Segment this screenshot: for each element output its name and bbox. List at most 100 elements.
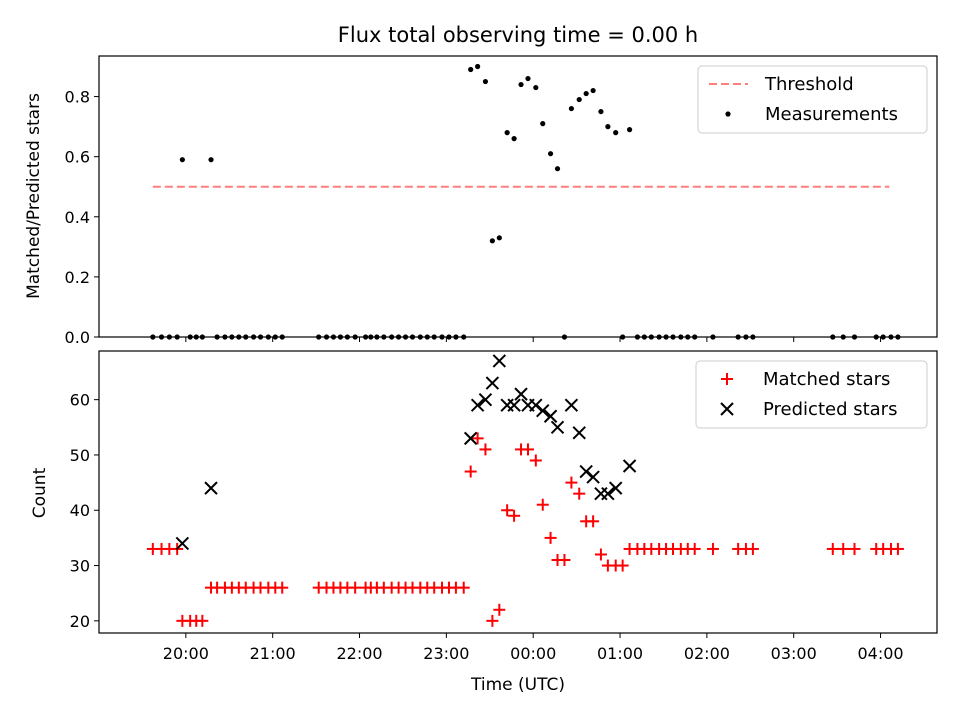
x-tick-label: 03:00: [771, 644, 817, 663]
bottom-y-tick-label: 20: [70, 612, 90, 631]
matched-star-point: [349, 581, 362, 594]
top-axis-ticks: 0.0 0.2 0.4 0.6 0.8: [65, 88, 882, 347]
measurements-legend-swatch: [725, 111, 731, 117]
x-tick-label: 20:00: [163, 644, 209, 663]
x-tick-label: 01:00: [597, 644, 643, 663]
measurement-point: [496, 235, 502, 241]
top-legend: Threshold Measurements: [697, 65, 928, 134]
matched-star-point: [565, 476, 578, 489]
bottom-chart: 20 30 40 50 60 20:00 21:00 22:00 23:00 00:00 01:00…: [30, 350, 938, 695]
matched-star-point: [587, 515, 600, 528]
predicted-star-point: [463, 431, 478, 446]
matched-star-point: [848, 542, 861, 555]
bottom-y-axis-label: Count: [30, 467, 50, 518]
predicted-star-point: [175, 536, 190, 551]
matched-star-point: [688, 542, 701, 555]
top-y-tick-label: 0.6: [65, 148, 90, 167]
top-chart-title: Flux total observing time = 0.00 h: [338, 23, 698, 47]
predicted-star-point: [492, 354, 507, 368]
matched-star-point: [276, 581, 289, 594]
matched-stars-legend-swatch: [721, 373, 733, 385]
predicted-star-point: [507, 398, 521, 412]
x-tick-label: 22:00: [336, 644, 382, 663]
measurement-point: [605, 124, 611, 130]
x-axis-label: Time (UTC): [470, 675, 565, 695]
bottom-legend: Matched stars Predicted stars: [695, 360, 928, 429]
bottom-y-tick-label: 40: [70, 501, 90, 520]
measurement-point: [583, 90, 589, 97]
measurement-point: [511, 136, 517, 142]
bottom-axis-ticks: 20 30 40 50 60 20:00 21:00 22:00 23:00 00:00 01:00…: [70, 391, 904, 663]
measurement-point: [475, 63, 481, 70]
measurement-point: [468, 66, 474, 73]
bottom-y-tick-label: 30: [70, 557, 90, 576]
measurement-point: [568, 105, 575, 112]
matched-star-point: [536, 498, 549, 511]
matched-star-point: [891, 542, 904, 555]
measurement-point: [482, 78, 489, 85]
top-plot-frame: [98, 55, 938, 338]
measurement-point: [504, 130, 510, 136]
predicted-star-point: [536, 404, 550, 418]
top-legend-box: [697, 65, 928, 134]
predicted-stars-legend-label: Predicted stars: [763, 399, 897, 420]
matched-star-point: [479, 443, 492, 456]
measurement-point: [554, 166, 561, 172]
measurement-point: [540, 121, 546, 127]
matched-star-point: [558, 554, 571, 567]
matched-star-point: [826, 542, 839, 555]
matched-stars-legend-label: Matched stars: [763, 369, 890, 390]
matched-star-point: [464, 465, 477, 478]
measurement-point: [179, 157, 185, 163]
measurement-point: [598, 108, 604, 115]
matched-star-point: [508, 509, 521, 522]
predicted-star-point: [543, 409, 558, 423]
matched-star-point: [837, 542, 850, 555]
top-y-axis-label: Matched/Predicted stars: [24, 93, 44, 299]
predicted-star-point: [586, 470, 600, 484]
top-y-tick-label: 0.2: [65, 268, 90, 287]
threshold-legend-label: Threshold: [764, 74, 854, 95]
measurement-point: [525, 75, 531, 82]
bottom-y-tick-label: 60: [70, 391, 90, 410]
predicted-star-point: [514, 387, 528, 401]
predicted-star-point: [470, 398, 485, 412]
measurement-point: [533, 84, 539, 91]
matched-star-point: [706, 542, 719, 555]
matched-star-point: [746, 542, 759, 555]
measurement-point: [208, 157, 214, 163]
matched-star-point: [594, 548, 607, 561]
measurements-legend-label: Measurements: [765, 104, 898, 125]
top-y-tick-label: 0.0: [65, 328, 90, 347]
predicted-star-point: [485, 376, 500, 390]
matched-star-point: [521, 443, 534, 456]
top-y-tick-label: 0.4: [65, 208, 90, 227]
predicted-star-point: [550, 420, 565, 435]
measurement-point: [576, 96, 582, 103]
matched-star-point: [486, 614, 499, 627]
matched-star-point: [493, 603, 506, 616]
predicted-star-point: [601, 486, 615, 501]
bottom-legend-box: [695, 360, 928, 429]
matched-star-point: [471, 432, 484, 445]
matched-star-point: [196, 614, 209, 627]
predicted-star-point: [608, 481, 623, 495]
predicted-star-point: [204, 481, 218, 495]
measurement-point: [626, 127, 633, 133]
predicted-star-point: [529, 398, 543, 412]
x-tick-label: 00:00: [510, 644, 556, 663]
x-tick-label: 21:00: [250, 644, 296, 663]
top-chart: 0.00.20.40.60.8 Matched/Predicted stars …: [24, 55, 938, 347]
measurement-point: [590, 87, 596, 94]
x-tick-label: 02:00: [684, 644, 730, 663]
matched-star-point: [544, 531, 557, 544]
predicted-star-point: [572, 426, 586, 440]
predicted-star-point: [622, 459, 637, 473]
matched-stars-points: [146, 432, 904, 627]
predicted-stars-points: [175, 354, 637, 551]
matched-star-point: [501, 504, 514, 517]
predicted-star-point: [579, 464, 593, 479]
measurement-point: [518, 81, 524, 88]
matched-star-point: [457, 581, 470, 594]
